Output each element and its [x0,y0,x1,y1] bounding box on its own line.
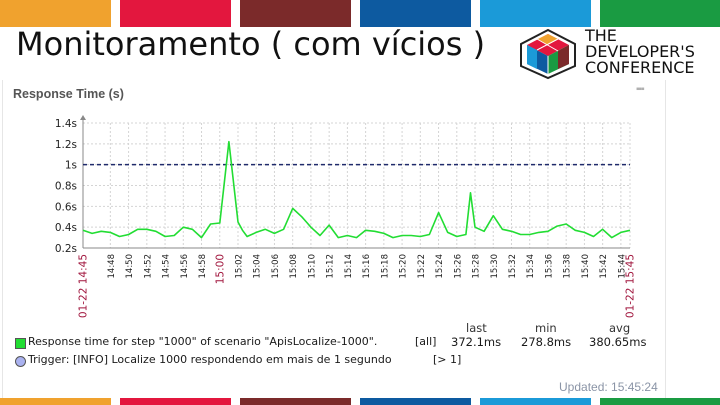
x-tick-label: 15:24 [435,254,445,279]
x-tick-label: 15:34 [526,254,536,279]
logo-line-2: DEVELOPER'S [585,42,695,61]
bottom-bar-1 [0,398,111,405]
x-tick-label: 14:54 [162,254,172,279]
top-bar-1 [0,0,111,27]
bottom-bar-2 [120,398,231,405]
x-tick-label: 15:42 [599,254,609,279]
x-tick-label: 14:58 [198,254,208,279]
top-bar-6 [600,0,720,27]
y-tick-label: 1s [65,160,77,172]
series-line [82,140,631,239]
x-tick-label: 15:02 [234,254,244,279]
bottom-bar-4 [360,398,471,405]
response-time-chart: 0.2s 0.4s 0.6s 0.8s 1s 1.2s 1.4s 01-22 14:45 14:… [55,115,637,318]
y-tick-label: 0.6s [55,201,77,213]
chart-axes [80,115,630,249]
logo-line-1: THE [585,26,617,45]
legend-col-last: last [466,321,487,335]
x-tick-label: 15:00 [214,254,226,284]
legend-col-min: min [535,321,557,335]
x-tick-label: 14:56 [180,254,190,279]
bottom-bar-3 [240,398,351,405]
x-tick-label: 15:36 [544,254,554,279]
x-tick-label: 15:44 [617,254,627,279]
y-tick-label: 0.4s [55,222,77,234]
legend-trigger-condition: [> 1] [433,353,462,366]
y-tick-label: 1.4s [55,118,77,130]
cube-logo-icon [520,28,576,80]
y-axis-arrow [80,115,86,120]
legend-swatch-series [15,338,26,349]
conference-logo: THE DEVELOPER'S CONFERENCE [517,28,717,80]
x-tick-label: 15:14 [344,254,354,279]
chart-series [82,140,631,239]
bottom-bar-5 [480,398,591,405]
logo-wordmark: THE DEVELOPER'S CONFERENCE [585,28,695,76]
x-tick-label: 14:50 [125,254,135,279]
legend-series-label: Response time for step "1000" of scenari… [28,335,378,348]
legend-series-scope: [all] [415,335,437,348]
x-tick-label: 15:22 [417,254,427,279]
y-tick-label: 1.2s [55,139,77,151]
logo-line-3: CONFERENCE [585,58,695,77]
x-tick-label: 15:12 [326,254,336,279]
legend-trigger-label: Trigger: [INFO] Localize 1000 respondend… [28,353,392,366]
chart-grid [82,122,631,249]
x-tick-label: 15:20 [399,254,409,279]
updated-timestamp: Updated: 15:45:24 [559,380,658,394]
x-tick-label: 15:16 [362,254,372,279]
x-tick-label: 01-22 15:45 [625,254,637,318]
x-tick-label: 15:38 [563,254,573,279]
x-tick-label: 15:18 [380,254,390,279]
x-tick-label: 15:06 [271,254,281,279]
y-tick-label: 0.8s [55,181,77,193]
x-tick-label: 15:40 [581,254,591,279]
legend-col-avg: avg [609,321,631,335]
graph-title: Response Time (s) [13,87,124,101]
x-tick-label: 01-22 14:45 [78,254,90,318]
x-tick-label: 15:04 [253,254,263,279]
legend-swatch-trigger [15,356,26,367]
top-bar-2 [120,0,231,27]
top-bar-4 [360,0,471,27]
x-tick-label: 14:52 [143,254,153,279]
bottom-bar-6 [600,398,720,405]
graph-panel: Response Time (s) ▪▪▪ 0.2s 0.4s 0.6s 0.8s 1s… [2,80,666,398]
legend-value-min: 278.8ms [521,335,572,349]
x-tick-label: 15:08 [289,254,299,279]
y-tick-label: 0.2s [55,243,77,255]
x-tick-label: 15:10 [307,254,317,279]
top-bar-3 [240,0,351,27]
chart-tick-labels: 0.2s 0.4s 0.6s 0.8s 1s 1.2s 1.4s 01-22 14:45 14:… [55,118,637,318]
x-tick-label: 15:32 [508,254,518,279]
x-tick-label: 15:28 [472,254,482,279]
legend-value-avg: 380.65ms [589,335,647,349]
x-tick-label: 15:30 [490,254,500,279]
x-tick-label: 14:48 [107,254,117,279]
dots-icon[interactable]: ▪▪▪ [636,84,645,95]
top-bar-5 [480,0,591,27]
x-tick-label: 15:26 [453,254,463,279]
legend-value-last: 372.1ms [451,335,502,349]
slide-title: Monitoramento ( com vícios ) [16,25,486,63]
